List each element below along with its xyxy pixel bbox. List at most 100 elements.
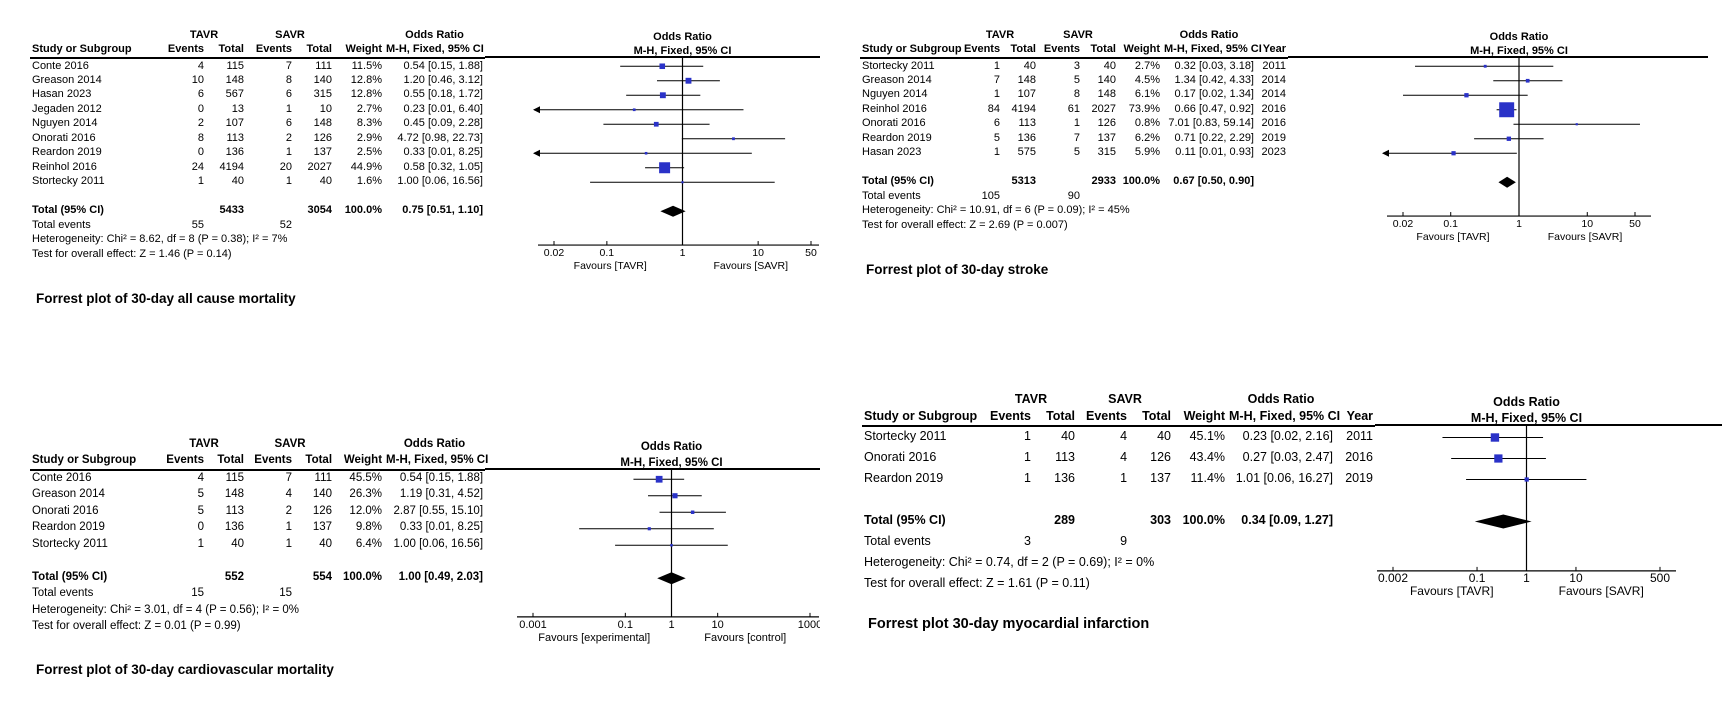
events2: 4 [1120,449,1128,464]
weight: 43.4% [1189,449,1226,464]
events1: 6 [993,117,1000,130]
axis-tick-label: 1 [1516,218,1522,230]
total2: 126 [1150,449,1172,464]
total2: 140 [312,488,333,501]
table-row [862,489,1375,510]
cell [246,569,294,586]
forest-plot-chart-stroke: TAVR SAVR Odds Ratio Study or Subgroup Event… [860,28,1708,255]
study-marker [681,181,684,184]
axis-tick-label: 0.02 [544,247,565,259]
table-row: Heterogeneity: Chi² = 3.01, df = 4 (P = … [30,602,485,619]
events2: 1 [1120,470,1128,485]
total1: 40 [1023,59,1036,72]
table-row: Total events 3 9 [862,531,1375,552]
study-marker [685,77,692,84]
total1: 136 [1017,131,1036,144]
axis-tick-label: 0.1 [618,619,633,631]
total-or-value: 1.00 [0.49, 2.03] [398,570,484,583]
total-header: Total [1129,408,1174,427]
weight-header: Weight [1173,408,1228,427]
or-value: 0.23 [0.02, 2.16] [1242,429,1334,444]
table-row: Study or Subgroup Events Total Events Total W… [30,452,488,471]
table-row: Heterogeneity: Chi² = 0.74, df = 2 (P = … [862,552,1375,573]
total2: 137 [312,521,333,534]
weight: 12.8% [350,73,382,86]
forest-plot-main: TAVR SAVR Odds Ratio Study or Subgroup Event… [862,392,1722,609]
table-row: Test for overall effect: Z = 0.01 (P = 0… [30,619,485,636]
study-name: Reardon 2019 [32,521,105,534]
weight: 12.8% [350,88,382,101]
cell [246,203,294,218]
cell [962,174,1002,189]
total1: 567 [225,88,244,101]
total1: 107 [1017,88,1036,101]
ci-arrow-left [1382,149,1389,157]
or-column-header: Odds Ratio [1179,28,1239,41]
table-row: Stortecky 2011 1 40 4 40 45.1% 0.23 [0.02, 2.1… [862,426,1375,447]
total-events1: 15 [191,587,204,600]
group2-header: SAVR [274,437,306,450]
axis-tick-label: 0.1 [600,247,615,259]
year: 2016 [1345,449,1374,464]
cell [1118,189,1162,204]
events2: 5 [1073,146,1080,159]
events1: 8 [197,131,204,144]
study-marker [659,92,666,99]
weight-total: 100.0% [343,570,383,583]
events-header: Events [162,42,206,59]
study-marker [653,121,659,127]
table-row: Greason 2014 7 148 5 140 4.5% 1.34 [0.42, 4.33… [860,73,1288,88]
cell [1118,28,1162,42]
total2-sum: 3054 [307,204,332,217]
total1: 40 [1061,429,1076,444]
or-value: 0.17 [0.02, 1.34] [1174,88,1254,101]
cell [30,28,162,42]
table-row: TAVR SAVR Odds Ratio [860,28,1288,42]
study-marker [647,527,651,531]
or-value: 1.00 [0.06, 16.56] [397,175,483,188]
events1: 4 [197,59,204,72]
events1: 1 [1024,470,1031,485]
study-name: Jegaden 2012 [32,102,102,115]
graph-or-subheader: M-H, Fixed, 95% CI [1471,411,1582,425]
study-name: Onorati 2016 [862,117,926,130]
weight-header: Weight [334,452,385,471]
total2-sum: 303 [1150,512,1172,527]
total1-sum: 5433 [219,204,244,217]
forest-plot-main: TAVR SAVR Odds Ratio Study or Subgroup Event… [30,436,821,655]
heterogeneity-text: Heterogeneity: Chi² = 10.91, df = 6 (P =… [862,204,1130,217]
year: 2016 [1261,102,1286,115]
total-or-value: 0.67 [0.50, 0.90] [1173,175,1254,188]
cell [1335,510,1375,531]
total2: 315 [1097,146,1116,159]
table-row: Reardon 2019 0 136 1 137 9.8% 0.33 [0.01, 8.25… [30,520,485,537]
events-header: Events [985,408,1033,427]
events1: 2 [197,117,204,130]
year: 2014 [1261,88,1286,101]
events2: 1 [285,146,292,159]
plot-title-stroke: Forrest plot of 30-day stroke [866,262,1049,277]
group1-header: TAVR [189,437,219,450]
table-row: Stortecky 2011 1 40 1 40 6.4% 1.00 [0.06, 16.5… [30,536,485,553]
weight: 11.4% [1190,470,1226,485]
cell [1033,531,1077,552]
table-row: TAVR SAVR Odds Ratio [862,392,1375,408]
study-name: Hasan 2023 [862,146,922,159]
total-header: Total [294,42,334,59]
study-name: Stortecky 2011 [32,175,105,188]
weight: 12.0% [349,504,383,517]
cell [1077,510,1129,531]
cell [1162,189,1256,204]
table-row: Reardon 2019 0 136 1 137 2.5% 0.33 [0.01, 8.25… [30,145,485,160]
events2: 3 [1073,59,1080,72]
total-events-label: Total events [862,189,921,202]
cell [1256,174,1288,189]
study-name: Reardon 2019 [864,470,944,485]
total-diamond [660,205,686,217]
study-marker [659,63,666,70]
year: 2019 [1261,131,1286,144]
forest-graph: Odds Ratio M-H, Fixed, 95% CI 0.001 0.1 1 10 1… [485,441,821,644]
or-subheader: M-H, Fixed, 95% CI [384,42,485,59]
study-marker [644,151,648,155]
events-header: Events [1077,408,1130,427]
